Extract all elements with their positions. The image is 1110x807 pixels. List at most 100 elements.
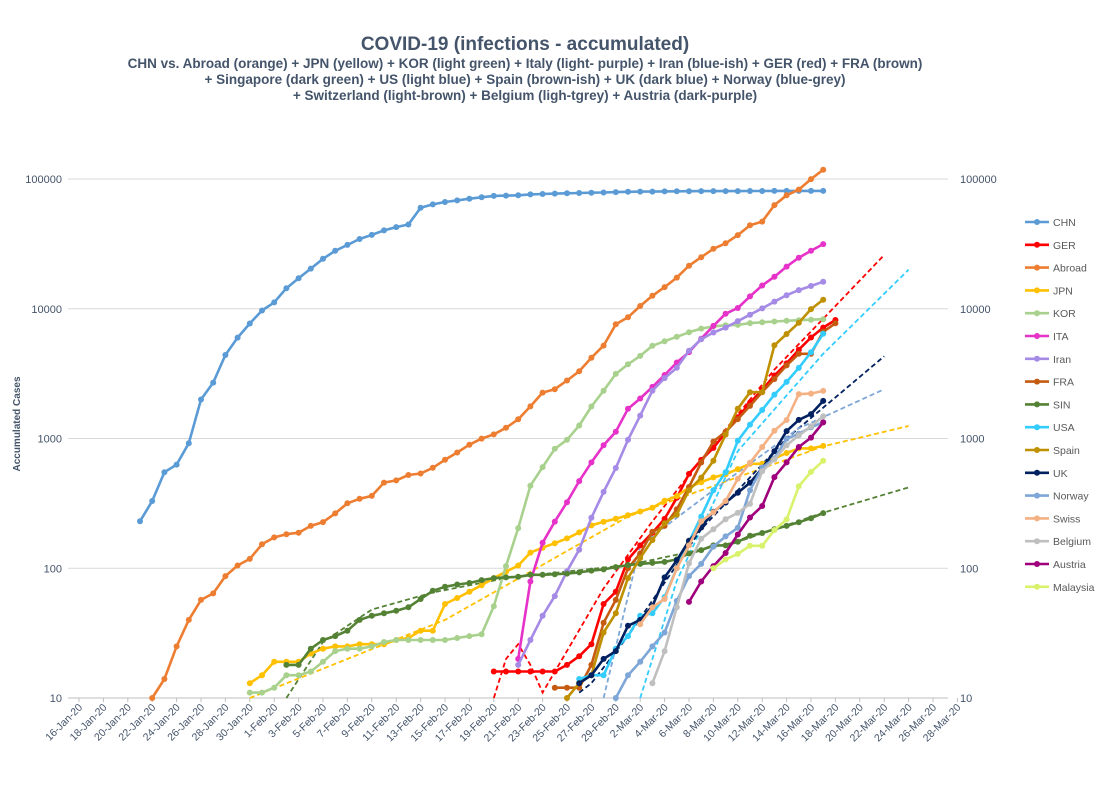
data-point-kor [393, 637, 400, 643]
data-point-usa [759, 407, 766, 413]
data-point-austria [820, 419, 827, 426]
data-point-iran [637, 412, 644, 419]
data-point-kor [344, 645, 351, 652]
data-point-ger [503, 668, 509, 675]
data-point-jpn [820, 442, 827, 449]
data-point-abroad [698, 254, 705, 261]
legend-marker [1034, 264, 1040, 271]
data-point-chn [649, 188, 656, 195]
data-point-chn [234, 334, 241, 341]
data-point-belgium [820, 413, 827, 420]
data-point-swiss [698, 518, 705, 525]
data-point-chn [210, 379, 217, 386]
data-point-chn [698, 188, 705, 195]
data-point-chn [320, 255, 326, 262]
data-point-swiss [649, 604, 656, 611]
trend-line-usa [639, 269, 910, 699]
data-point-malaysia [759, 542, 766, 549]
data-point-iran [710, 329, 717, 336]
data-point-chn [734, 188, 741, 195]
y-tick-label-right: 1000 [960, 434, 984, 446]
data-point-chn [686, 188, 692, 195]
legend-marker [1034, 583, 1040, 590]
data-point-ita [722, 310, 729, 317]
data-point-jpn [564, 535, 570, 542]
data-point-sin [320, 637, 326, 643]
data-point-kor [747, 320, 753, 327]
data-point-chn [637, 188, 644, 195]
data-point-abroad [393, 477, 400, 484]
data-point-usa [795, 364, 802, 371]
data-point-sin [393, 607, 400, 614]
data-point-jpn [271, 658, 278, 665]
data-point-chn [539, 191, 546, 197]
data-point-chn [149, 498, 156, 504]
data-point-ita [710, 322, 717, 329]
data-point-kor [564, 436, 570, 443]
data-point-swiss [710, 509, 717, 516]
data-point-swiss [673, 565, 680, 572]
data-point-iran [576, 546, 583, 553]
data-point-abroad [478, 435, 485, 442]
data-point-sin [820, 510, 827, 517]
data-point-kor [551, 445, 558, 452]
data-point-iran [771, 298, 778, 305]
data-point-belgium [759, 468, 766, 475]
data-point-spain [649, 537, 656, 543]
data-point-abroad [612, 321, 619, 328]
data-point-jpn [576, 529, 583, 536]
data-point-chn [259, 307, 265, 314]
data-point-ita [612, 428, 619, 435]
data-point-swiss [686, 542, 692, 549]
data-point-jpn [673, 493, 680, 500]
data-point-jpn [466, 588, 473, 595]
chart-subtitle-line-1: CHN vs. Abroad (orange) + JPN (yellow) +… [127, 56, 923, 71]
data-point-jpn [734, 466, 741, 473]
data-point-abroad [588, 354, 595, 361]
data-point-ita [747, 293, 753, 300]
data-point-abroad [185, 616, 192, 623]
data-point-ita [734, 305, 741, 311]
data-point-sin [734, 538, 741, 545]
data-point-iran [588, 514, 595, 521]
data-point-austria [747, 514, 753, 521]
data-point-sin [295, 661, 302, 668]
data-point-sin [722, 542, 729, 549]
data-point-spain [783, 331, 790, 337]
data-point-sin [527, 571, 534, 578]
data-point-ger [625, 556, 631, 563]
data-point-fra [612, 596, 619, 603]
legend-label: Austria [1053, 559, 1086, 571]
data-point-iran [649, 387, 656, 394]
data-point-kor [625, 361, 631, 368]
data-point-kor [454, 635, 461, 641]
data-point-jpn [808, 445, 814, 452]
trend-line-ger [492, 254, 885, 699]
data-point-malaysia [710, 565, 717, 572]
data-point-norway [637, 658, 644, 665]
data-point-kor [332, 648, 339, 655]
data-point-abroad [149, 695, 156, 701]
data-point-spain [661, 520, 668, 527]
data-point-norway [649, 643, 656, 650]
data-point-kor [283, 672, 290, 679]
data-point-abroad [283, 531, 290, 538]
data-point-ger [490, 668, 497, 675]
data-point-kor [759, 319, 766, 326]
data-point-chn [173, 461, 180, 468]
data-point-abroad [734, 232, 741, 239]
data-point-abroad [271, 534, 278, 541]
data-point-uk [747, 479, 753, 486]
data-point-spain [625, 575, 631, 582]
data-point-sin [283, 661, 290, 668]
data-point-kor [576, 422, 583, 429]
data-point-malaysia [783, 516, 790, 523]
data-point-ger [686, 470, 692, 477]
data-point-jpn [417, 627, 424, 634]
legend-label: CHN [1053, 217, 1076, 229]
data-point-swiss [820, 387, 827, 394]
data-point-chn [551, 190, 558, 197]
data-point-belgium [783, 442, 790, 449]
y-axis-label: Accumulated Cases [12, 376, 23, 471]
data-point-abroad [454, 449, 461, 456]
